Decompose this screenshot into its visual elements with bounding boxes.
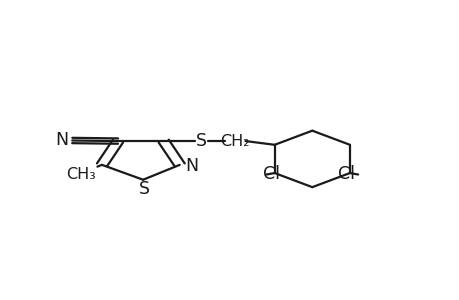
Text: Cl: Cl	[337, 165, 354, 183]
Text: CH₂: CH₂	[219, 134, 249, 148]
Text: CH₃: CH₃	[67, 167, 96, 182]
Text: S: S	[138, 180, 149, 198]
Text: S: S	[195, 132, 206, 150]
Text: N: N	[185, 157, 198, 175]
Text: Cl: Cl	[262, 165, 279, 183]
Text: N: N	[56, 131, 68, 149]
